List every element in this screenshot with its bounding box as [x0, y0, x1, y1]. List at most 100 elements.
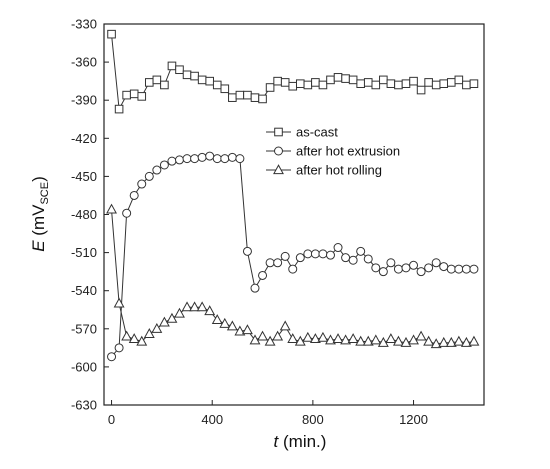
data-point [430, 338, 442, 349]
data-point [152, 75, 162, 85]
data-point [250, 93, 260, 102]
data-point [454, 264, 464, 274]
data-point [159, 160, 169, 170]
data-point [129, 190, 139, 200]
legend-item-as-cast: as-cast [266, 125, 338, 140]
x-tick-label: 1200 [399, 412, 428, 427]
legend-label: after hot extrusion [296, 144, 400, 159]
data-point [295, 253, 305, 263]
data-point [362, 335, 374, 346]
data-point [424, 78, 433, 87]
data-point [211, 314, 223, 325]
data-point [280, 251, 290, 261]
data-point [273, 76, 282, 86]
data-point [220, 84, 230, 94]
data-point [128, 333, 140, 344]
data-point [309, 333, 321, 344]
data-point [446, 264, 456, 274]
series-layer [106, 29, 480, 362]
data-point [241, 324, 253, 335]
data-point [265, 258, 275, 268]
data-point [363, 254, 373, 264]
data-point [114, 343, 124, 353]
data-point [326, 75, 335, 85]
legend-marker [273, 164, 284, 175]
data-point [226, 320, 238, 331]
data-point [288, 81, 298, 91]
legend-item-after-hot-rolling: after hot rolling [266, 163, 382, 178]
data-point [348, 255, 358, 265]
data-point [294, 335, 306, 346]
data-point [280, 78, 290, 87]
series-after-hot-extrusion [107, 151, 479, 362]
data-point [363, 78, 373, 87]
data-point [469, 264, 479, 274]
data-point [228, 93, 237, 102]
series-after-hot-rolling [106, 203, 480, 349]
data-point [167, 156, 177, 166]
data-point [107, 352, 117, 362]
data-point [174, 307, 185, 318]
data-point [197, 152, 207, 162]
data-point [265, 83, 275, 92]
data-point [424, 263, 434, 273]
legend-label: as-cast [296, 125, 338, 140]
data-point [182, 70, 192, 80]
data-point [144, 78, 154, 87]
data-point [181, 301, 193, 312]
data-point [167, 61, 177, 71]
data-point [401, 79, 411, 88]
y-tick-label: -480 [71, 207, 97, 222]
data-point [166, 312, 178, 323]
data-point [137, 92, 147, 101]
data-point [287, 333, 299, 344]
series-line [111, 34, 474, 111]
data-point [227, 152, 237, 162]
data-point [279, 320, 291, 331]
data-point [356, 79, 365, 88]
data-point [235, 90, 245, 100]
y-tick-label: -510 [71, 245, 97, 260]
data-point [190, 154, 200, 164]
data-point [386, 79, 396, 88]
data-point [175, 65, 184, 75]
data-point [453, 335, 465, 346]
y-tick-label: -450 [71, 169, 97, 184]
data-point [423, 335, 435, 346]
data-point [409, 260, 419, 270]
data-point [190, 71, 199, 81]
x-tick-label: 800 [302, 412, 324, 427]
data-point [454, 75, 464, 85]
data-point [303, 80, 313, 90]
data-point [371, 80, 381, 90]
data-point [189, 301, 201, 312]
data-point [325, 334, 336, 345]
data-point [129, 89, 139, 99]
data-point [318, 249, 328, 259]
legend-label: after hot rolling [296, 163, 382, 178]
x-tick-label: 400 [201, 412, 223, 427]
series-line [111, 155, 474, 358]
data-point [401, 263, 411, 273]
data-point [332, 333, 344, 344]
data-point [264, 335, 276, 346]
data-point [462, 80, 471, 90]
data-point [205, 76, 214, 86]
legend: as-cast after hot extrusion after hot roll… [266, 125, 400, 178]
legend-marker [274, 146, 283, 156]
legend-marker [274, 127, 283, 137]
data-point [392, 335, 404, 346]
data-point [204, 305, 216, 316]
data-point [348, 75, 358, 85]
data-point [250, 283, 260, 293]
x-tick-label: 0 [108, 412, 115, 427]
data-point [144, 171, 154, 181]
data-point [137, 179, 147, 189]
data-point [288, 264, 298, 274]
y-tick-label: -600 [71, 359, 97, 374]
data-point [445, 336, 457, 347]
data-point [356, 246, 366, 256]
data-point [174, 155, 184, 165]
data-point [461, 264, 471, 274]
y-axis-title: E (mVSCE) [29, 176, 51, 252]
